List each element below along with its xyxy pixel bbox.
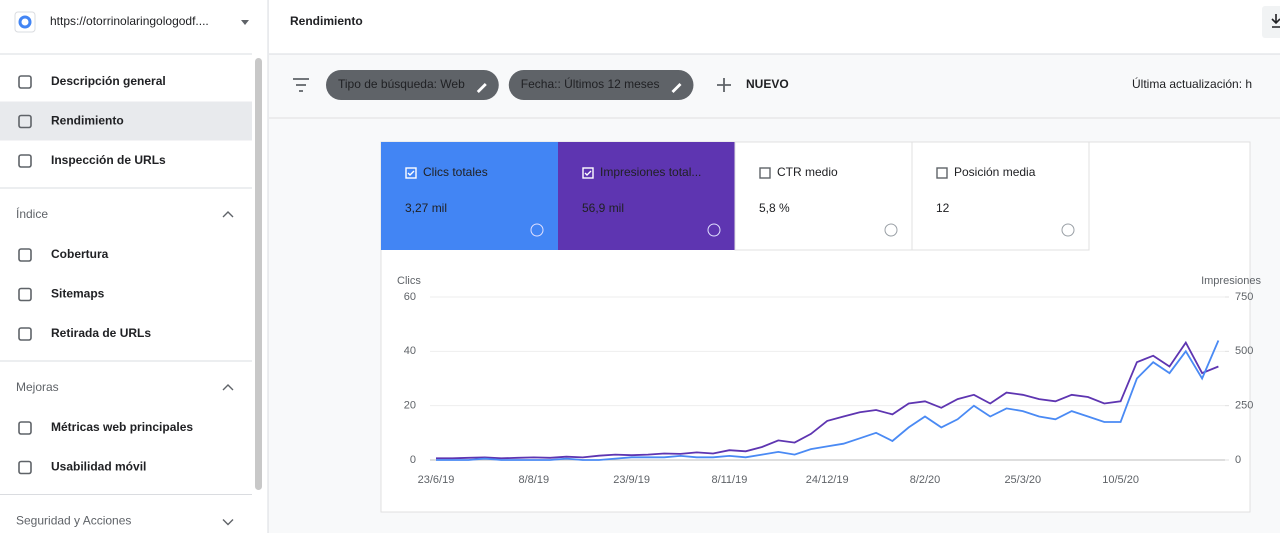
nav-item[interactable]: Retirada de URLs — [51, 326, 151, 340]
help-icon — [1061, 223, 1075, 237]
last-update: Última actualización: h — [1132, 76, 1252, 91]
nav-item[interactable]: Sitemaps — [51, 287, 105, 301]
x-tick-label: 25/3/20 — [1004, 474, 1041, 486]
section-title[interactable]: Índice — [16, 206, 48, 221]
nav-item[interactable]: Descripción general — [51, 74, 166, 88]
metric-value: 12 — [936, 201, 950, 215]
y-tick-label: 40 — [404, 345, 416, 357]
nav-item[interactable]: Usabilidad móvil — [51, 460, 146, 474]
y-tick-label: 60 — [404, 291, 416, 303]
checkbox[interactable] — [759, 167, 771, 179]
y-tick-label: 0 — [410, 454, 416, 466]
metric-card[interactable] — [381, 142, 558, 250]
x-tick-label: 24/12/19 — [806, 474, 849, 486]
metric-label: Posición media — [954, 165, 1036, 179]
checkmark — [407, 170, 415, 176]
section-caret[interactable] — [222, 519, 234, 526]
nav-icon — [18, 460, 32, 475]
nav-item[interactable]: Métricas web principales — [51, 420, 193, 434]
filter-icon[interactable] — [293, 78, 309, 92]
property-icon — [14, 11, 36, 33]
y2-tick-label: 0 — [1235, 454, 1241, 466]
section-title[interactable]: Mejoras — [16, 380, 59, 394]
nav-icon — [18, 154, 32, 168]
y-tick-label: 20 — [404, 400, 416, 412]
y2-tick-label: 750 — [1235, 291, 1253, 303]
help-icon — [530, 223, 544, 237]
metric-label: Impresiones total... — [600, 165, 701, 179]
nav-item[interactable]: Rendimiento — [51, 114, 124, 128]
series-line — [436, 340, 1220, 461]
nav-icon — [18, 421, 32, 435]
nav-icon — [18, 75, 32, 89]
nav-icon — [18, 327, 32, 341]
y2-tick-label: 250 — [1235, 400, 1253, 412]
x-tick-label: 10/5/20 — [1102, 474, 1139, 486]
help-icon — [707, 223, 721, 237]
sidebar — [0, 0, 268, 533]
edit-icon — [671, 83, 682, 93]
x-tick-label: 8/11/19 — [711, 474, 747, 486]
x-tick-label: 8/2/20 — [910, 474, 941, 486]
metric-label: Clics totales — [423, 165, 488, 179]
section-title[interactable]: Seguridad y Acciones — [16, 514, 131, 528]
metric-card[interactable] — [911, 141, 1090, 251]
checkbox[interactable] — [936, 167, 948, 179]
checkbox[interactable] — [405, 167, 417, 179]
scrollbar — [255, 58, 262, 490]
filter-chip[interactable] — [508, 70, 694, 100]
chip-label[interactable]: Fecha:: Últimos 12 meses — [521, 76, 660, 91]
nav-icon — [18, 114, 32, 129]
metric-card[interactable] — [558, 142, 735, 250]
help-icon — [884, 223, 898, 237]
nav-icon — [18, 248, 32, 262]
checkmark — [584, 170, 592, 176]
metric-value: 56,9 mil — [582, 201, 624, 215]
section-caret[interactable] — [222, 384, 234, 391]
x-tick-label: 8/8/19 — [519, 474, 550, 486]
export-icon — [1271, 14, 1280, 28]
y2-tick-label: 500 — [1235, 345, 1253, 357]
chip-label[interactable]: Tipo de búsqueda: Web — [338, 77, 465, 91]
nav-icon — [18, 287, 32, 302]
active-item — [0, 101, 252, 141]
filter-chip[interactable] — [326, 70, 499, 100]
dropdown-arrow[interactable] — [241, 20, 249, 25]
x-tick-label: 23/9/19 — [613, 474, 650, 486]
property-url[interactable]: https://otorrinolaringologodf.... — [50, 14, 209, 28]
checkbox[interactable] — [582, 167, 594, 179]
section-caret[interactable] — [222, 211, 234, 218]
page-title: Rendimiento — [290, 14, 363, 28]
nav-item[interactable]: Cobertura — [51, 247, 109, 261]
nav-item[interactable]: Inspección de URLs — [51, 153, 166, 167]
metric-card[interactable] — [734, 141, 913, 251]
series-line — [436, 340, 1219, 460]
metric-value: 5,8 % — [759, 201, 790, 215]
header — [269, 0, 1280, 54]
add-icon[interactable] — [717, 78, 731, 92]
edit-icon — [476, 83, 487, 93]
metric-label: CTR medio — [777, 165, 838, 179]
x-tick-label: 23/6/19 — [418, 474, 455, 486]
y-axis-title: Clics — [397, 275, 421, 287]
y2-axis-title: Impresiones — [1201, 275, 1261, 287]
property-logo — [18, 15, 32, 29]
metric-value: 3,27 mil — [405, 201, 447, 215]
new-filter[interactable]: NUEVO — [746, 77, 789, 91]
